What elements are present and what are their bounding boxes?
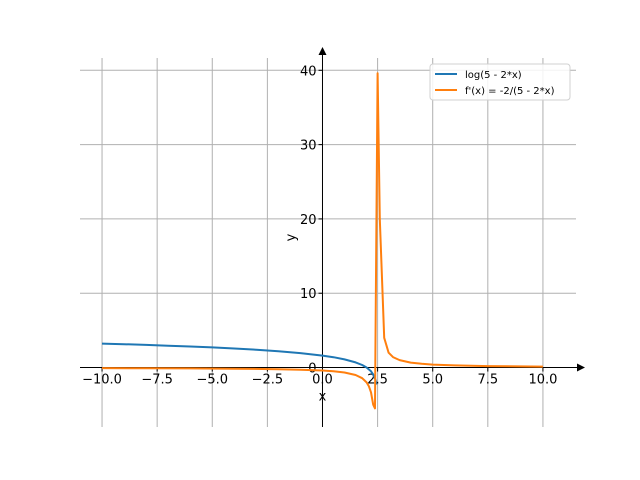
y-tick-label: 20 <box>300 213 317 228</box>
axes <box>80 47 585 427</box>
x-tick-label: 2.5 <box>367 373 388 388</box>
x-tick-label: −5.0 <box>196 373 228 388</box>
y-tick-label: 40 <box>300 64 317 79</box>
x-tick-label: 7.5 <box>477 373 498 388</box>
legend-label: log(5 - 2*x) <box>465 70 522 81</box>
x-axis-label: x <box>319 390 327 405</box>
series-line-1 <box>101 72 543 410</box>
legend: log(5 - 2*x) f'(x) = -2/(5 - 2*x) <box>429 63 571 101</box>
x-tick-label: −10.0 <box>82 373 122 388</box>
y-tick-label: 30 <box>300 139 317 154</box>
x-tick-label: 0.0 <box>312 373 333 388</box>
series-line-0 <box>101 342 378 385</box>
series-layer <box>101 72 543 410</box>
y-tick-label: 10 <box>300 287 317 302</box>
x-tick-label: −2.5 <box>252 373 284 388</box>
y-axis-arrow <box>318 47 327 55</box>
x-axis-arrow <box>577 363 585 372</box>
y-axis-label: y <box>284 233 299 241</box>
x-tick-label: 10.0 <box>528 373 557 388</box>
legend-box <box>429 63 571 101</box>
x-tick-label: −7.5 <box>141 373 173 388</box>
ticks: −10.0 −7.5 −5.0 −2.5 0.0 2.5 5.0 7.5 10.0 0 10 20 30… <box>82 64 557 387</box>
legend-label: f'(x) = -2/(5 - 2*x) <box>465 86 555 97</box>
x-tick-label: 5.0 <box>422 373 443 388</box>
y-tick-label: 0 <box>308 362 316 377</box>
